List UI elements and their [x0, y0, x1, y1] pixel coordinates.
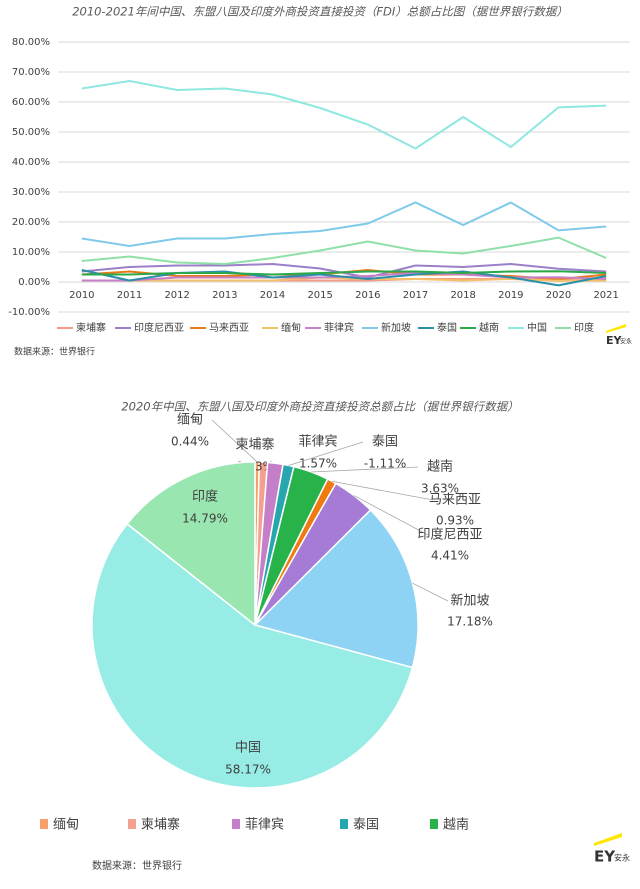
data-label-value: 1.57% [299, 457, 337, 471]
x-tick-label: 2010 [69, 290, 94, 301]
legend-label: 缅甸 [53, 818, 79, 833]
chart-title: 2020年中国、东盟八国及印度外商投资直接投资总额占比（据世界银行数据） [121, 400, 518, 414]
legend-label: 泰国 [437, 321, 457, 334]
logo-name: 安永 [620, 338, 632, 346]
pie-slice [253, 508, 419, 669]
legend-label: 柬埔寨 [141, 817, 180, 833]
data-label-name: 中国 [235, 741, 261, 756]
data-label-value: 4.41% [431, 549, 469, 563]
data-label-value: 14.79% [182, 512, 228, 526]
data-label-name: 印度 [192, 489, 218, 505]
logo-brand: EY [606, 334, 623, 347]
legend-label: 缅甸 [281, 321, 301, 334]
data-label-value: -1.11% [364, 457, 406, 471]
y-tick-label: 80.00% [12, 37, 50, 48]
series-line [81, 201, 607, 248]
series-line [81, 270, 607, 276]
legend-label: 柬埔寨 [76, 321, 106, 334]
y-tick-label: 0.00% [18, 277, 50, 288]
data-label-value: 17.18% [447, 615, 493, 629]
data-label-name: 新加坡 [450, 593, 489, 609]
data-label-name: 马来西亚 [429, 493, 481, 508]
legend-label: 泰国 [353, 818, 379, 833]
x-tick-label: 2019 [498, 290, 523, 301]
y-tick-label: 10.00% [12, 247, 50, 258]
legend-label: 中国 [527, 321, 547, 334]
source: 数据来源：世界银行 [14, 346, 95, 358]
data-label-name: 柬埔寨 [235, 437, 274, 453]
data-label-value: 0.93% [436, 514, 474, 528]
y-tick-label: 20.00% [12, 217, 50, 228]
pie-slice [91, 522, 414, 789]
x-tick-label: 2021 [593, 290, 618, 301]
legend-swatch [430, 819, 438, 829]
x-tick-label: 2014 [260, 290, 285, 301]
data-label-value: 0.44% [171, 435, 209, 449]
x-tick-label: 2015 [307, 290, 332, 301]
legend-label: 菲律宾 [245, 817, 284, 833]
legend-label: 印度 [574, 321, 594, 334]
leader-line [311, 466, 419, 473]
x-tick-label: 2013 [212, 290, 237, 301]
legend-label: 越南 [479, 321, 499, 334]
pie-slice [126, 461, 256, 627]
legend-label: 马来西亚 [209, 322, 249, 334]
data-label-name: 印度尼西亚 [417, 527, 482, 543]
data-label-name: 菲律宾 [298, 434, 337, 450]
y-tick-label: -10.00% [8, 307, 50, 318]
logo: EY 安永 EY 安永 [594, 324, 632, 866]
x-tick-label: 2012 [164, 290, 189, 301]
leader-line [331, 480, 434, 501]
leader-line [288, 441, 364, 466]
data-label-value: 3.63% [421, 482, 459, 496]
logo-brand: EY [594, 848, 616, 866]
data-label-name: 缅甸 [177, 413, 203, 428]
y-tick-label: 40.00% [12, 157, 50, 168]
y-tick-label: 50.00% [12, 127, 50, 138]
x-tick-label: 2018 [450, 290, 475, 301]
x-tick-label: 2011 [117, 290, 142, 301]
legend-label: 菲律宾 [324, 321, 354, 334]
series-line [81, 79, 607, 150]
leader-line [211, 419, 258, 463]
y-tick-label: 70.00% [12, 67, 50, 78]
legend-swatch [232, 819, 240, 829]
logo-bar [606, 324, 626, 333]
legend-label: 新加坡 [381, 321, 411, 334]
legend-label: 印度尼西亚 [134, 321, 184, 334]
data-label-value: 58.17% [225, 763, 271, 777]
logo-name: 安永 [614, 853, 630, 863]
logo-bar [594, 833, 622, 846]
data-label-name: 泰国 [372, 435, 398, 450]
chart-title: 2010-2021年间中国、东盟八国及印度外商投资直接投资（FDI）总额占比图（… [72, 5, 568, 19]
y-tick-label: 60.00% [12, 97, 50, 108]
legend-swatch [40, 819, 48, 829]
leader-line [412, 582, 449, 602]
leader-line [353, 495, 429, 536]
x-tick-label: 2017 [403, 290, 428, 301]
legend-swatch [340, 819, 348, 829]
series-line [81, 236, 607, 266]
x-tick-label: 2020 [546, 290, 571, 301]
data-label-name: 越南 [427, 459, 453, 475]
y-tick-label: 30.00% [12, 187, 50, 198]
source: 数据来源：世界银行 [92, 859, 182, 872]
legend-swatch [128, 819, 136, 829]
x-tick-label: 2016 [355, 290, 380, 301]
legend-label: 越南 [443, 817, 469, 833]
